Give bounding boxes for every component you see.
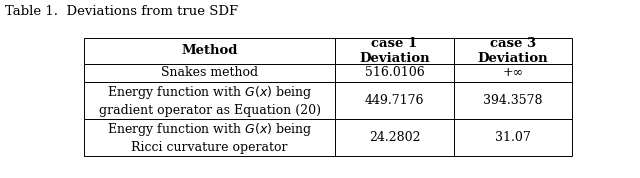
Bar bbox=[335, 64, 454, 82]
Text: 31.07: 31.07 bbox=[495, 131, 531, 144]
Text: 449.7176: 449.7176 bbox=[365, 94, 424, 107]
Text: case 3
Deviation: case 3 Deviation bbox=[477, 36, 548, 65]
Text: Energy function with $G(x)$ being
gradient operator as Equation (20): Energy function with $G(x)$ being gradie… bbox=[99, 84, 321, 117]
Text: Energy function with $G(x)$ being
Ricci curvature operator: Energy function with $G(x)$ being Ricci … bbox=[107, 121, 312, 154]
Bar bbox=[84, 82, 335, 119]
Bar bbox=[84, 64, 335, 82]
Bar bbox=[335, 119, 454, 156]
Bar bbox=[335, 38, 454, 64]
Text: +∞: +∞ bbox=[502, 66, 524, 79]
Text: Snakes method: Snakes method bbox=[161, 66, 258, 79]
Text: 24.2802: 24.2802 bbox=[369, 131, 420, 144]
Bar bbox=[454, 38, 572, 64]
Bar bbox=[454, 64, 572, 82]
Bar bbox=[454, 82, 572, 119]
Text: 394.3578: 394.3578 bbox=[483, 94, 543, 107]
Bar bbox=[335, 82, 454, 119]
Text: Method: Method bbox=[182, 44, 238, 57]
Text: case 1
Deviation: case 1 Deviation bbox=[359, 36, 430, 65]
Text: 516.0106: 516.0106 bbox=[365, 66, 424, 79]
Bar bbox=[84, 119, 335, 156]
Bar bbox=[84, 38, 335, 64]
Text: Table 1.  Deviations from true SDF: Table 1. Deviations from true SDF bbox=[5, 5, 238, 18]
Bar bbox=[454, 119, 572, 156]
